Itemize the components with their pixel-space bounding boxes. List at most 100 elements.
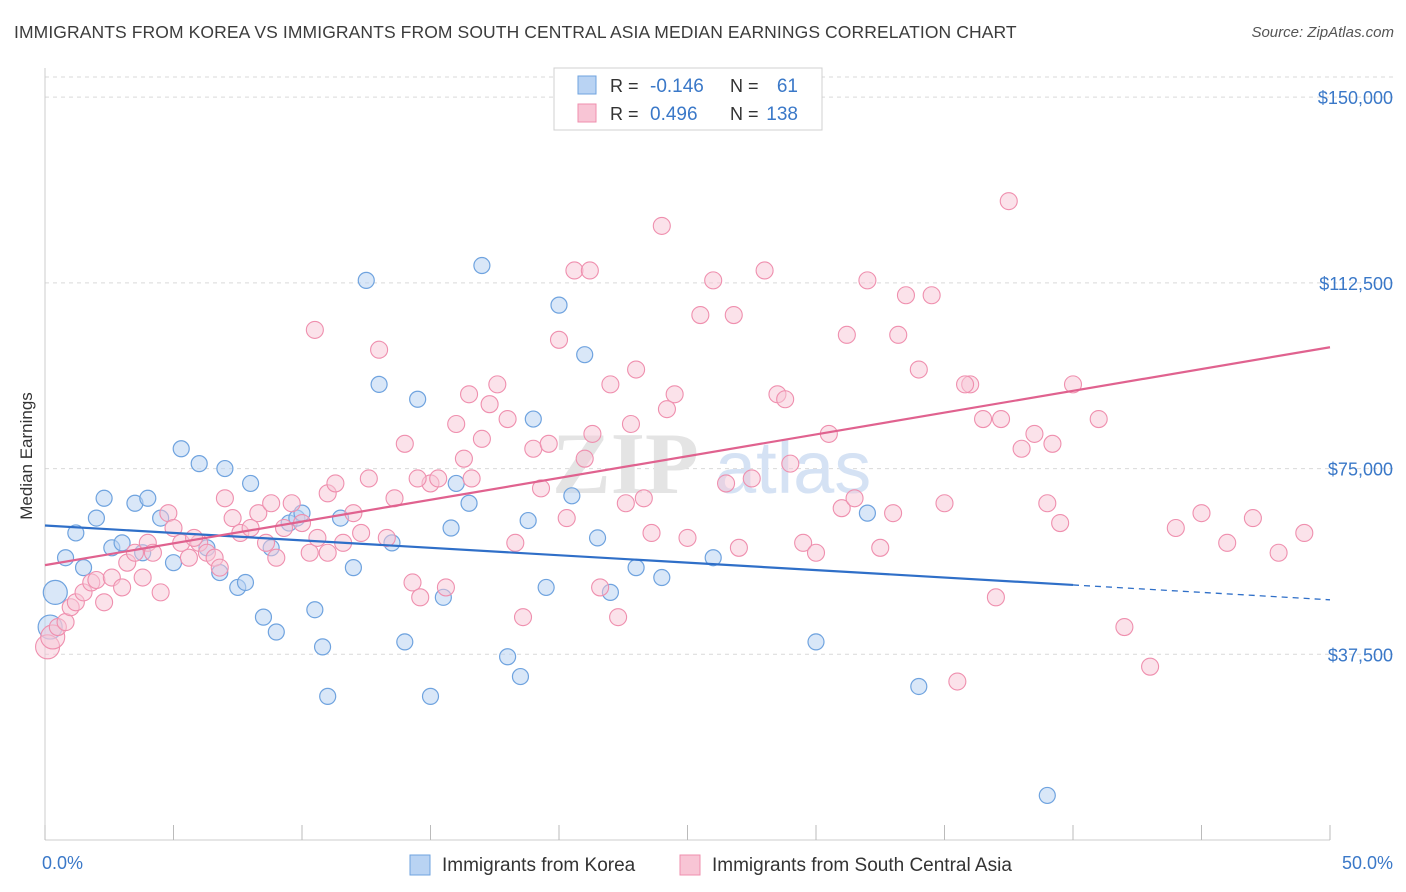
sca-point-42 — [359, 469, 378, 488]
sca-point-112 — [1166, 518, 1185, 538]
sca-point-125 — [724, 305, 743, 325]
legend-label-sca: Immigrants from South Central Asia — [712, 855, 1012, 876]
sca-point-47 — [403, 573, 422, 592]
sca-point-53 — [454, 449, 473, 468]
sca-point-59 — [506, 533, 525, 552]
sca-point-133 — [210, 558, 229, 577]
sca-point-96 — [909, 360, 928, 379]
korea-point-48 — [537, 578, 555, 597]
sca-point-117 — [1295, 523, 1314, 543]
stats-r-value-sca: 0.496 — [650, 104, 698, 125]
sca-point-75 — [642, 523, 661, 543]
y-tick-label-2: $112,500 — [1319, 274, 1393, 294]
korea-point-30 — [319, 687, 337, 705]
korea-point-34 — [370, 375, 388, 393]
korea-point-43 — [473, 256, 491, 275]
sca-point-81 — [716, 474, 736, 493]
sca-point-28 — [241, 518, 260, 538]
sca-point-56 — [480, 395, 499, 414]
sca-point-86 — [781, 454, 800, 473]
legend-swatch-sca — [679, 854, 701, 876]
korea-trend-extension — [1072, 584, 1331, 601]
sca-point-108 — [1063, 375, 1083, 394]
sca-point-66 — [565, 261, 584, 280]
sca-point-123 — [621, 414, 641, 434]
korea-point-58 — [858, 504, 877, 522]
sca-point-54 — [462, 469, 481, 488]
x-tick-label-left: 0.0% — [42, 853, 83, 873]
sca-point-113 — [1192, 504, 1211, 523]
sca-point-61 — [524, 439, 543, 458]
korea-point-59 — [910, 677, 928, 696]
sca-point-52 — [447, 414, 466, 434]
axes — [44, 68, 1331, 841]
korea-point-52 — [588, 529, 607, 547]
sca-point-69 — [591, 578, 610, 597]
chart-title: IMMIGRANTS FROM KOREA VS IMMIGRANTS FROM… — [14, 22, 1017, 42]
korea-point-28 — [306, 601, 324, 619]
sca-point-124 — [657, 400, 676, 419]
sca-point-46 — [395, 434, 414, 453]
sca-point-68 — [583, 424, 602, 443]
sca-point-128 — [889, 325, 908, 344]
korea-point-47 — [524, 410, 542, 428]
stats-n-label-sca: N = — [730, 104, 759, 124]
korea-point-15 — [190, 455, 208, 473]
korea-point-42 — [460, 494, 478, 512]
sca-point-63 — [539, 434, 558, 453]
sca-point-130 — [991, 409, 1011, 429]
sca-point-118 — [305, 320, 324, 339]
korea-point-1 — [42, 579, 68, 605]
sca-point-79 — [691, 305, 710, 325]
sca-point-64 — [549, 330, 569, 349]
sca-point-107 — [1051, 513, 1070, 533]
sca-point-38 — [326, 474, 345, 493]
sca-point-44 — [377, 528, 396, 547]
sca-point-97 — [922, 286, 941, 305]
sca-point-43 — [370, 340, 389, 359]
sca-point-84 — [755, 261, 774, 280]
stats-r-label-korea: R = — [610, 76, 639, 96]
sca-point-78 — [678, 528, 697, 547]
stats-legend-swatch-korea — [577, 75, 597, 95]
sca-point-91 — [845, 489, 864, 508]
stats-n-value-sca: 138 — [766, 104, 798, 125]
sca-point-82 — [729, 538, 748, 557]
sca-point-73 — [627, 360, 646, 379]
sca-point-71 — [609, 608, 628, 627]
sca-point-65 — [557, 509, 576, 528]
sca-point-87 — [794, 533, 813, 552]
korea-point-60 — [1038, 786, 1056, 805]
sca-point-134 — [262, 494, 281, 513]
y-tick-labels: $37,500 $75,000 $112,500 $150,000 — [1318, 88, 1393, 665]
korea-point-41 — [447, 474, 465, 493]
sca-point-21 — [179, 548, 198, 567]
korea-point-13 — [164, 554, 183, 572]
sca-point-62 — [531, 479, 551, 498]
korea-point-57 — [807, 633, 825, 651]
sca-point-93 — [871, 538, 890, 557]
stats-n-label-korea: N = — [730, 76, 759, 96]
korea-point-49 — [550, 296, 568, 314]
sca-point-41 — [352, 523, 371, 543]
sca-point-129 — [956, 375, 975, 394]
sca-point-102 — [986, 588, 1005, 607]
korea-point-29 — [313, 638, 332, 656]
sca-point-72 — [616, 494, 635, 513]
sca-point-70 — [601, 375, 620, 394]
sca-point-58 — [498, 409, 517, 429]
sca-point-17 — [151, 583, 170, 602]
stats-legend-box — [553, 67, 823, 131]
korea-point-55 — [653, 568, 671, 587]
sca-point-48 — [411, 588, 430, 607]
korea-point-8 — [113, 534, 131, 552]
sca-point-14 — [133, 568, 152, 587]
sca-points — [35, 192, 1314, 691]
y-tick-label-1: $75,000 — [1328, 460, 1393, 480]
sca-point-9 — [95, 593, 114, 612]
sca-point-111 — [1141, 657, 1160, 676]
sca-point-126 — [776, 390, 795, 409]
sca-point-74 — [634, 489, 653, 508]
korea-point-51 — [576, 346, 594, 364]
sca-trend-line — [44, 346, 1331, 567]
